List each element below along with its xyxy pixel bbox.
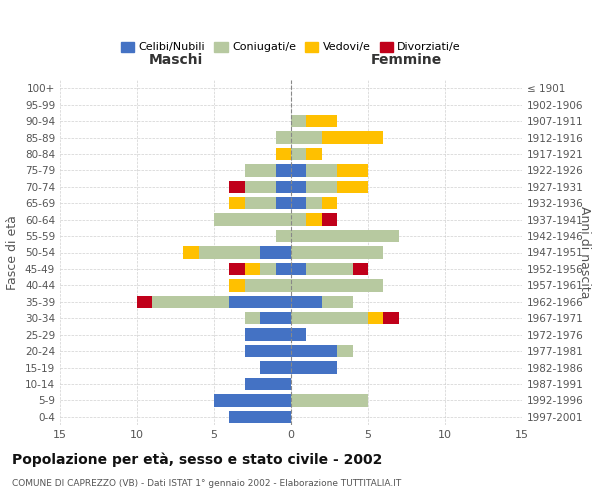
Bar bbox=[291, 328, 307, 341]
Bar bbox=[291, 115, 307, 127]
Bar bbox=[275, 164, 291, 176]
Text: Maschi: Maschi bbox=[148, 53, 203, 67]
Bar bbox=[291, 279, 383, 291]
Text: Femmine: Femmine bbox=[371, 53, 442, 67]
Bar bbox=[307, 180, 337, 193]
Bar bbox=[229, 279, 245, 291]
Bar bbox=[291, 197, 307, 209]
Bar bbox=[291, 230, 399, 242]
Bar bbox=[245, 263, 260, 275]
Bar bbox=[291, 263, 307, 275]
Bar bbox=[275, 230, 291, 242]
Bar bbox=[291, 164, 307, 176]
Bar bbox=[275, 132, 291, 143]
Bar bbox=[245, 378, 291, 390]
Bar bbox=[307, 164, 337, 176]
Bar bbox=[214, 214, 291, 226]
Bar bbox=[337, 345, 353, 357]
Bar bbox=[183, 246, 199, 258]
Text: COMUNE DI CAPREZZO (VB) - Dati ISTAT 1° gennaio 2002 - Elaborazione TUTTITALIA.I: COMUNE DI CAPREZZO (VB) - Dati ISTAT 1° … bbox=[12, 479, 401, 488]
Text: Popolazione per età, sesso e stato civile - 2002: Popolazione per età, sesso e stato civil… bbox=[12, 452, 382, 467]
Bar bbox=[245, 197, 275, 209]
Bar bbox=[245, 180, 275, 193]
Bar bbox=[307, 197, 322, 209]
Bar bbox=[307, 263, 353, 275]
Bar bbox=[291, 312, 368, 324]
Bar bbox=[229, 296, 291, 308]
Bar bbox=[245, 345, 291, 357]
Bar bbox=[260, 362, 291, 374]
Legend: Celibi/Nubili, Coniugati/e, Vedovi/e, Divorziati/e: Celibi/Nubili, Coniugati/e, Vedovi/e, Di… bbox=[116, 38, 466, 57]
Bar bbox=[275, 197, 291, 209]
Bar bbox=[199, 246, 260, 258]
Bar bbox=[291, 246, 383, 258]
Y-axis label: Fasce di età: Fasce di età bbox=[7, 215, 19, 290]
Bar bbox=[245, 312, 260, 324]
Bar bbox=[229, 410, 291, 423]
Bar bbox=[291, 362, 337, 374]
Bar bbox=[260, 246, 291, 258]
Bar bbox=[245, 328, 291, 341]
Bar bbox=[229, 263, 245, 275]
Bar bbox=[337, 164, 368, 176]
Bar bbox=[368, 312, 383, 324]
Bar bbox=[291, 180, 307, 193]
Bar bbox=[260, 312, 291, 324]
Bar bbox=[152, 296, 229, 308]
Bar bbox=[229, 180, 245, 193]
Bar bbox=[245, 164, 275, 176]
Bar bbox=[137, 296, 152, 308]
Bar bbox=[275, 148, 291, 160]
Bar bbox=[353, 263, 368, 275]
Bar bbox=[291, 148, 307, 160]
Bar bbox=[307, 115, 337, 127]
Bar bbox=[291, 132, 322, 143]
Bar bbox=[307, 148, 322, 160]
Bar bbox=[307, 214, 322, 226]
Bar bbox=[291, 296, 322, 308]
Bar bbox=[260, 263, 275, 275]
Bar bbox=[291, 394, 368, 406]
Bar bbox=[322, 296, 353, 308]
Bar bbox=[214, 394, 291, 406]
Bar bbox=[322, 214, 337, 226]
Bar bbox=[229, 197, 245, 209]
Y-axis label: Anni di nascita: Anni di nascita bbox=[578, 206, 590, 298]
Bar bbox=[322, 197, 337, 209]
Bar bbox=[337, 180, 368, 193]
Bar bbox=[275, 180, 291, 193]
Bar bbox=[291, 345, 337, 357]
Bar bbox=[275, 263, 291, 275]
Bar bbox=[245, 279, 291, 291]
Bar bbox=[383, 312, 399, 324]
Bar bbox=[291, 214, 307, 226]
Bar bbox=[322, 132, 383, 143]
